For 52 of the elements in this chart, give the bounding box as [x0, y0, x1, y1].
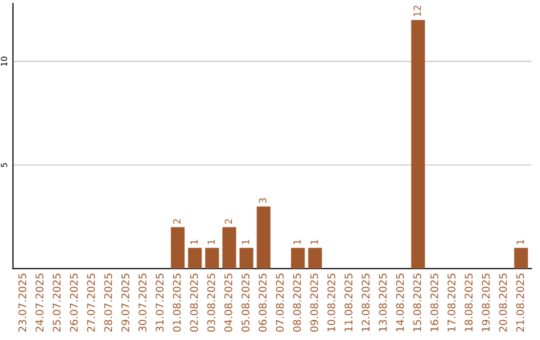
bar: [514, 248, 528, 269]
x-tick-label: 15.08.2025: [413, 274, 422, 332]
x-tick-label: 28.07.2025: [104, 274, 112, 332]
data-label: 1: [310, 240, 318, 244]
x-tick-label: 19.08.2025: [482, 274, 490, 332]
x-tick-label: 09.08.2025: [310, 274, 318, 332]
bar: [240, 248, 254, 269]
x-tick-label: 21.08.2025: [516, 274, 524, 332]
x-tick-label: 30.07.2025: [138, 274, 146, 332]
x-tick-label: 14.08.2025: [396, 274, 404, 332]
bar: [411, 20, 425, 269]
x-tick-label: 26.07.2025: [70, 274, 78, 332]
x-tick-label: 10.08.2025: [327, 274, 336, 332]
bar: [222, 227, 236, 269]
x-tick-label: 07.08.2025: [276, 274, 284, 332]
bar: [308, 248, 322, 269]
data-label: 2: [224, 219, 232, 224]
data-label: 2: [173, 219, 180, 224]
data-label: 12: [414, 6, 421, 16]
data-label: 1: [516, 240, 524, 244]
x-tick-label: 06.08.2025: [258, 274, 267, 332]
x-tick-label: 16.08.2025: [430, 274, 438, 332]
x-tick-label: 18.08.2025: [464, 274, 473, 332]
x-tick-label: 20.08.2025: [499, 274, 507, 332]
x-tick-label: 08.08.2025: [293, 274, 301, 332]
data-label: 1: [242, 240, 250, 244]
x-tick-label: 29.07.2025: [121, 274, 130, 332]
x-tick-label: 02.08.2025: [190, 274, 198, 332]
x-tick-label: 24.07.2025: [36, 274, 44, 332]
data-label: 1: [294, 240, 301, 244]
x-tick-label: 31.07.2025: [156, 274, 164, 332]
x-tick-label: 03.08.2025: [207, 274, 216, 332]
x-tick-label: 05.08.2025: [242, 274, 250, 332]
y-tick-label: 5: [0, 163, 8, 168]
bar: [256, 206, 270, 269]
data-label: 1: [190, 240, 198, 244]
x-tick-label: 13.08.2025: [378, 274, 387, 332]
x-tick-label: 01.08.2025: [172, 274, 181, 332]
bar: [291, 248, 305, 269]
data-label: 3: [259, 198, 266, 203]
x-tick-label: 23.07.2025: [18, 274, 26, 332]
x-tick-label: 27.07.2025: [87, 274, 95, 332]
x-tick-label: 11.08.2025: [344, 274, 352, 332]
x-tick-label: 17.08.2025: [448, 274, 456, 332]
x-tick-label: 12.08.2025: [362, 274, 370, 332]
data-label: 1: [208, 240, 215, 244]
bar: [205, 248, 219, 269]
bar: [170, 227, 185, 269]
x-tick-label: 25.07.2025: [52, 274, 61, 332]
bar: [188, 248, 202, 269]
y-tick-label: 10: [0, 56, 8, 66]
x-tick-label: 04.08.2025: [224, 274, 232, 332]
